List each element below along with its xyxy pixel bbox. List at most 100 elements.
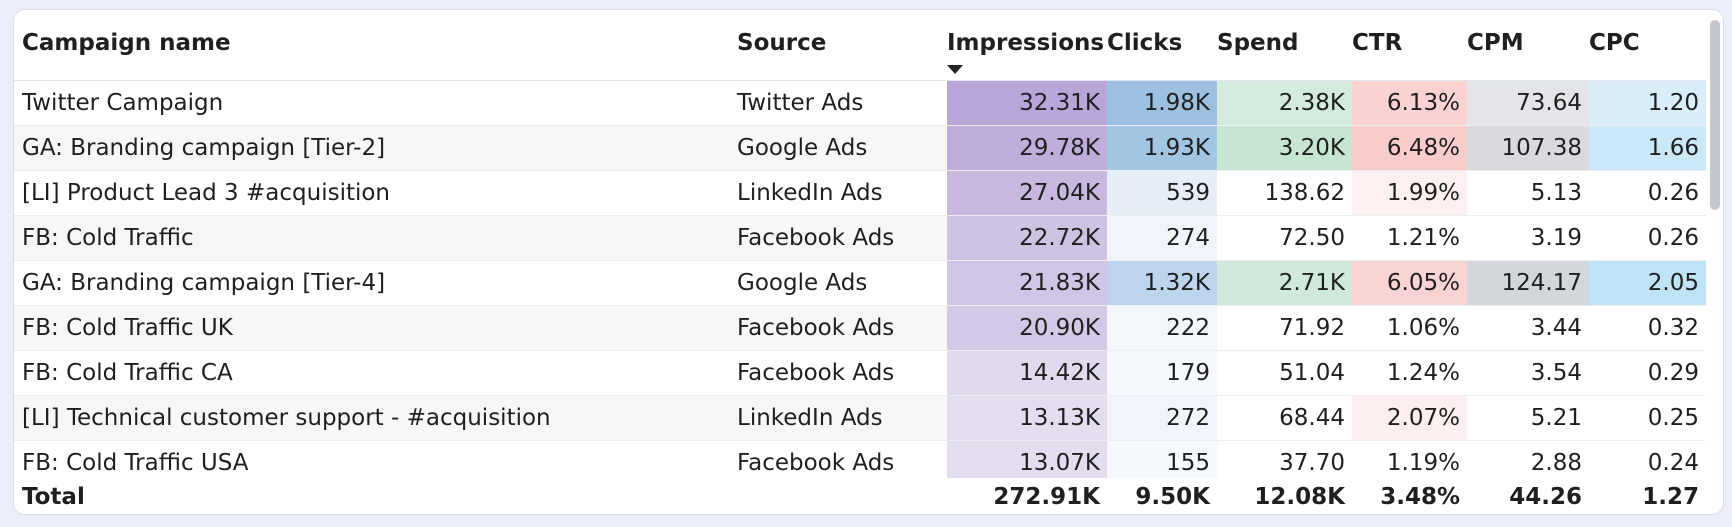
cell-ctr: 2.07% bbox=[1352, 396, 1467, 440]
cell-cpc: 2.05 bbox=[1589, 261, 1706, 305]
cell-ctr: 1.21% bbox=[1352, 216, 1467, 260]
cell-cpc: 1.66 bbox=[1589, 126, 1706, 170]
cell-ctr: 6.48% bbox=[1352, 126, 1467, 170]
cell-cpm: 2.88 bbox=[1467, 441, 1589, 478]
cell-campaign: [LI] Technical customer support - #acqui… bbox=[22, 405, 551, 431]
cell-impressions: 27.04K bbox=[947, 171, 1107, 215]
cell-impressions: 29.78K bbox=[947, 126, 1107, 170]
header-clicks[interactable]: Clicks bbox=[1107, 30, 1183, 56]
cell-impressions: 32.31K bbox=[947, 81, 1107, 125]
cell-spend: 2.71K bbox=[1217, 261, 1352, 305]
cell-spend: 51.04 bbox=[1217, 351, 1352, 395]
table-header: Campaign name Source Impressions Clicks Spen… bbox=[14, 10, 1706, 81]
cell-impressions: 21.83K bbox=[947, 261, 1107, 305]
table-row[interactable]: FB: Cold Traffic Facebook Ads 22.72K 274 72.… bbox=[14, 216, 1706, 261]
cell-source: Google Ads bbox=[737, 135, 868, 161]
cell-spend: 2.38K bbox=[1217, 81, 1352, 125]
cell-spend: 68.44 bbox=[1217, 396, 1352, 440]
cell-cpm: 107.38 bbox=[1467, 126, 1589, 170]
header-ctr[interactable]: CTR bbox=[1352, 30, 1403, 56]
cell-cpm: 3.54 bbox=[1467, 351, 1589, 395]
cell-source: LinkedIn Ads bbox=[737, 405, 883, 431]
cell-campaign: FB: Cold Traffic UK bbox=[22, 315, 233, 341]
table-row[interactable]: [LI] Technical customer support - #acqui… bbox=[14, 396, 1706, 441]
total-clicks: 9.50K bbox=[1135, 484, 1210, 510]
table-row[interactable]: FB: Cold Traffic UK Facebook Ads 20.90K 222… bbox=[14, 306, 1706, 351]
cell-clicks: 539 bbox=[1107, 171, 1217, 215]
header-cpc[interactable]: CPC bbox=[1589, 30, 1640, 56]
cell-spend: 72.50 bbox=[1217, 216, 1352, 260]
cell-clicks: 274 bbox=[1107, 216, 1217, 260]
cell-cpm: 3.19 bbox=[1467, 216, 1589, 260]
cell-cpm: 5.13 bbox=[1467, 171, 1589, 215]
cell-source: Twitter Ads bbox=[737, 90, 864, 116]
total-cpc: 1.27 bbox=[1642, 484, 1699, 510]
cell-cpm: 3.44 bbox=[1467, 306, 1589, 350]
cell-campaign: FB: Cold Traffic bbox=[22, 225, 194, 251]
cell-cpc: 0.26 bbox=[1589, 216, 1706, 260]
cell-spend: 138.62 bbox=[1217, 171, 1352, 215]
cell-cpm: 5.21 bbox=[1467, 396, 1589, 440]
cell-campaign: [LI] Product Lead 3 #acquisition bbox=[22, 180, 391, 206]
cell-cpc: 0.24 bbox=[1589, 441, 1706, 478]
table-body[interactable]: Twitter Campaign Twitter Ads 32.31K 1.98K 2.… bbox=[14, 81, 1706, 478]
cell-cpm: 73.64 bbox=[1467, 81, 1589, 125]
table-total-row: Total 272.91K 9.50K 12.08K 3.48% 44.26 1.27 bbox=[14, 478, 1706, 514]
cell-source: Facebook Ads bbox=[737, 450, 895, 476]
table-row[interactable]: GA: Branding campaign [Tier-4] Google Ads… bbox=[14, 261, 1706, 306]
table-row[interactable]: [LI] Product Lead 3 #acquisition LinkedIn… bbox=[14, 171, 1706, 216]
header-spend[interactable]: Spend bbox=[1217, 30, 1299, 56]
cell-ctr: 1.99% bbox=[1352, 171, 1467, 215]
cell-impressions: 14.42K bbox=[947, 351, 1107, 395]
cell-spend: 71.92 bbox=[1217, 306, 1352, 350]
cell-clicks: 272 bbox=[1107, 396, 1217, 440]
cell-source: LinkedIn Ads bbox=[737, 180, 883, 206]
cell-clicks: 179 bbox=[1107, 351, 1217, 395]
cell-ctr: 1.24% bbox=[1352, 351, 1467, 395]
total-source bbox=[737, 478, 947, 514]
header-source[interactable]: Source bbox=[737, 30, 827, 56]
cell-impressions: 22.72K bbox=[947, 216, 1107, 260]
vertical-scrollbar[interactable] bbox=[1708, 16, 1722, 476]
table-row[interactable]: FB: Cold Traffic CA Facebook Ads 14.42K 179… bbox=[14, 351, 1706, 396]
cell-cpc: 0.29 bbox=[1589, 351, 1706, 395]
sort-descending-icon[interactable] bbox=[947, 65, 963, 74]
cell-cpc: 0.32 bbox=[1589, 306, 1706, 350]
cell-cpc: 0.26 bbox=[1589, 171, 1706, 215]
cell-source: Facebook Ads bbox=[737, 225, 895, 251]
cell-impressions: 20.90K bbox=[947, 306, 1107, 350]
cell-impressions: 13.13K bbox=[947, 396, 1107, 440]
table-row[interactable]: FB: Cold Traffic USA Facebook Ads 13.07K 15… bbox=[14, 441, 1706, 478]
total-cpm: 44.26 bbox=[1509, 484, 1582, 510]
total-spend: 12.08K bbox=[1254, 484, 1345, 510]
cell-clicks: 222 bbox=[1107, 306, 1217, 350]
cell-clicks: 1.93K bbox=[1107, 126, 1217, 170]
cell-spend: 3.20K bbox=[1217, 126, 1352, 170]
total-impressions: 272.91K bbox=[993, 484, 1100, 510]
campaign-table: Campaign name Source Impressions Clicks Spen… bbox=[13, 9, 1724, 515]
cell-campaign: GA: Branding campaign [Tier-4] bbox=[22, 270, 386, 296]
cell-campaign: FB: Cold Traffic CA bbox=[22, 360, 233, 386]
total-ctr: 3.48% bbox=[1380, 484, 1460, 510]
cell-source: Facebook Ads bbox=[737, 315, 895, 341]
cell-campaign: FB: Cold Traffic USA bbox=[22, 450, 249, 476]
table-row[interactable]: Twitter Campaign Twitter Ads 32.31K 1.98K 2.… bbox=[14, 81, 1706, 126]
cell-spend: 37.70 bbox=[1217, 441, 1352, 478]
cell-clicks: 155 bbox=[1107, 441, 1217, 478]
header-cpm[interactable]: CPM bbox=[1467, 30, 1524, 56]
total-campaign: Total bbox=[22, 484, 85, 510]
header-impressions[interactable]: Impressions bbox=[947, 30, 1105, 56]
cell-source: Facebook Ads bbox=[737, 360, 895, 386]
table-row[interactable]: GA: Branding campaign [Tier-2] Google Ads… bbox=[14, 126, 1706, 171]
header-campaign[interactable]: Campaign name bbox=[22, 30, 231, 56]
cell-ctr: 6.13% bbox=[1352, 81, 1467, 125]
cell-cpc: 0.25 bbox=[1589, 396, 1706, 440]
cell-ctr: 6.05% bbox=[1352, 261, 1467, 305]
cell-campaign: Twitter Campaign bbox=[22, 90, 224, 116]
scrollbar-thumb[interactable] bbox=[1710, 20, 1720, 210]
cell-campaign: GA: Branding campaign [Tier-2] bbox=[22, 135, 386, 161]
cell-ctr: 1.06% bbox=[1352, 306, 1467, 350]
cell-cpm: 124.17 bbox=[1467, 261, 1589, 305]
cell-clicks: 1.98K bbox=[1107, 81, 1217, 125]
cell-cpc: 1.20 bbox=[1589, 81, 1706, 125]
